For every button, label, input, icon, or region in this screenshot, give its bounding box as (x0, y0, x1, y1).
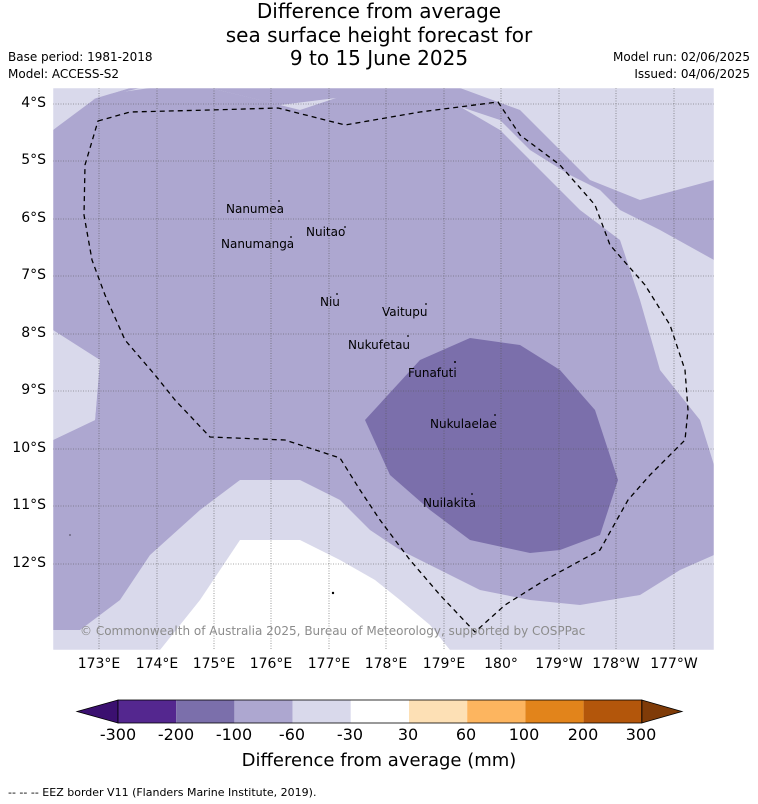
colorbar-tick: -60 (278, 725, 306, 744)
colorbar-tick: 200 (567, 725, 599, 744)
title-line-2: sea surface height forecast for (225, 22, 533, 47)
title-line-3: 9 to 15 June 2025 (289, 46, 469, 70)
colorbar-tick: -30 (336, 725, 364, 744)
fill-band-west-light-north (53, 88, 130, 130)
issued-date: Issued: 04/06/2025 (634, 67, 750, 81)
meta-left: Base period: 1981-2018 Model: ACCESS-S2 (8, 49, 153, 83)
fill-band-west-light (53, 335, 100, 440)
lat-label: 6°S (21, 210, 46, 226)
eez-footnote: -- -- -- EEZ border V11 (Flanders Marine… (8, 786, 317, 799)
graticule (53, 88, 714, 650)
colorbar-segment (467, 700, 526, 723)
lon-label: 178°W (592, 656, 640, 672)
lat-label: 11°S (12, 497, 46, 513)
colorbar-extension-low (75, 699, 119, 724)
map-frame (52, 87, 715, 651)
lon-label: 176°E (249, 656, 293, 672)
model-name: Model: ACCESS-S2 (8, 67, 120, 81)
colorbar-segment (350, 700, 409, 723)
eez-border (83, 101, 689, 633)
place-nanumanga: Nanumanga (221, 237, 295, 251)
lon-label: 174°E (135, 656, 179, 672)
meta-right: Model run: 02/06/2025 Issued: 04/06/2025 (613, 49, 750, 83)
lon-label: 178°E (364, 656, 408, 672)
colorbar-segment (409, 700, 468, 723)
place-nanumea: Nanumea (226, 202, 284, 216)
colorbar-tick: -100 (215, 725, 253, 744)
lat-label: 5°S (21, 152, 46, 168)
colorbar-tick: -200 (157, 725, 195, 744)
place-nuilakita: Nuilakita (423, 496, 476, 510)
lon-label: 179°E (422, 656, 466, 672)
fill-band-minus-100 (365, 338, 618, 553)
place-nuitao: Nuitao (306, 225, 346, 239)
lon-label: 180° (484, 656, 518, 672)
colorbar-segment (292, 700, 351, 723)
colorbar-tick: 300 (625, 725, 657, 744)
lat-label: 12°S (12, 555, 46, 571)
colorbar-extension-high (641, 699, 684, 724)
lon-label: 179°W (535, 656, 583, 672)
lat-label: 9°S (21, 382, 46, 398)
title-line-1: Difference from average (256, 0, 502, 23)
map-area (53, 88, 714, 650)
island-markers (69, 200, 496, 595)
colorbar-tick: 60 (455, 725, 477, 744)
colorbar-tick: 100 (508, 725, 540, 744)
lat-label: 7°S (21, 267, 46, 283)
place-funafuti: Funafuti (408, 366, 457, 380)
colorbar-segment (525, 700, 584, 723)
map-title: Difference from average sea surface heig… (0, 0, 758, 71)
colorbar-tick: -300 (99, 725, 137, 744)
place-nukulaelae: Nukulaelae (430, 417, 497, 431)
base-period: Base period: 1981-2018 (8, 50, 153, 64)
lat-label: 8°S (21, 325, 46, 341)
colorbar-segment (118, 700, 177, 723)
place-vaitupu: Vaitupu (382, 305, 428, 319)
lat-label: 10°S (12, 440, 46, 456)
place-niu: Niu (320, 295, 340, 309)
lon-label: 177°W (650, 656, 698, 672)
colorbar-segment (234, 700, 293, 723)
fill-band-neutral-south (160, 540, 450, 650)
colorbar-frame (117, 699, 643, 724)
colorbar (75, 699, 684, 724)
colorbar-tick: 30 (397, 725, 419, 744)
copyright-notice: © Commonwealth of Australia 2025, Bureau… (80, 624, 586, 638)
lon-label: 173°E (77, 656, 121, 672)
lat-label: 4°S (21, 95, 46, 111)
fill-band-minus-60 (53, 88, 714, 260)
model-run: Model run: 02/06/2025 (612, 50, 750, 64)
colorbar-segment (583, 700, 642, 723)
lon-label: 177°E (307, 656, 351, 672)
place-nukufetau: Nukufetau (348, 338, 411, 352)
lon-label: 175°E (192, 656, 236, 672)
colorbar-label: Difference from average (mm) (241, 750, 517, 771)
colorbar-segment (176, 700, 235, 723)
